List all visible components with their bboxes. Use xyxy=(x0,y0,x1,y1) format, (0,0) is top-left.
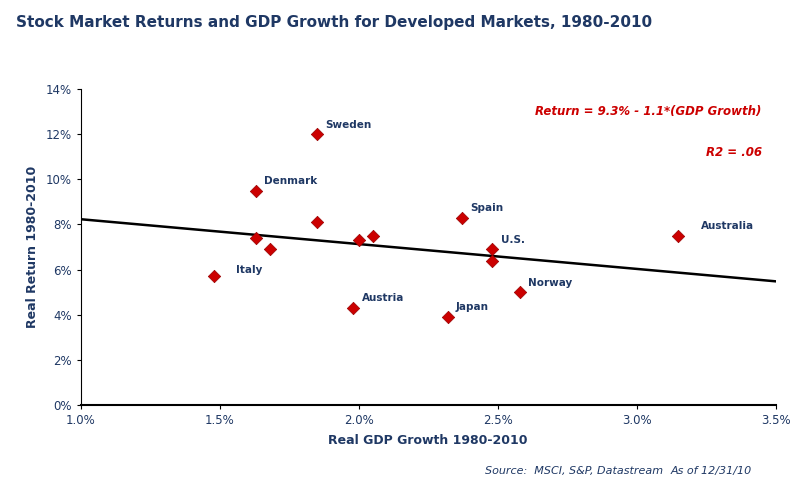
Text: U.S.: U.S. xyxy=(500,235,524,245)
Point xyxy=(366,232,379,240)
Text: Norway: Norway xyxy=(528,278,573,288)
Text: Sweden: Sweden xyxy=(326,120,372,129)
Point xyxy=(455,214,468,222)
Point xyxy=(514,288,527,296)
Point xyxy=(441,313,454,321)
Text: Australia: Australia xyxy=(701,221,754,231)
Text: R2 = .06: R2 = .06 xyxy=(705,146,762,159)
Point xyxy=(352,236,365,244)
Point xyxy=(310,218,323,226)
Text: As of 12/31/10: As of 12/31/10 xyxy=(671,466,752,476)
Text: Japan: Japan xyxy=(456,302,489,313)
Text: Return = 9.3% - 1.1*(GDP Growth): Return = 9.3% - 1.1*(GDP Growth) xyxy=(536,105,762,118)
Text: Source:  MSCI, S&P, Datastream: Source: MSCI, S&P, Datastream xyxy=(485,466,663,476)
X-axis label: Real GDP Growth 1980-2010: Real GDP Growth 1980-2010 xyxy=(329,434,528,447)
Text: Italy: Italy xyxy=(237,265,263,275)
Text: Stock Market Returns and GDP Growth for Developed Markets, 1980-2010: Stock Market Returns and GDP Growth for … xyxy=(16,15,652,30)
Point xyxy=(208,272,221,280)
Point xyxy=(672,232,685,240)
Text: Denmark: Denmark xyxy=(264,176,318,186)
Text: Spain: Spain xyxy=(470,203,503,213)
Point xyxy=(347,304,360,312)
Y-axis label: Real Return 1980-2010: Real Return 1980-2010 xyxy=(26,166,39,328)
Point xyxy=(486,256,499,264)
Point xyxy=(263,246,276,253)
Text: Austria: Austria xyxy=(361,293,404,303)
Point xyxy=(486,246,499,253)
Point xyxy=(250,234,263,242)
Point xyxy=(250,187,263,195)
Point xyxy=(310,130,323,138)
